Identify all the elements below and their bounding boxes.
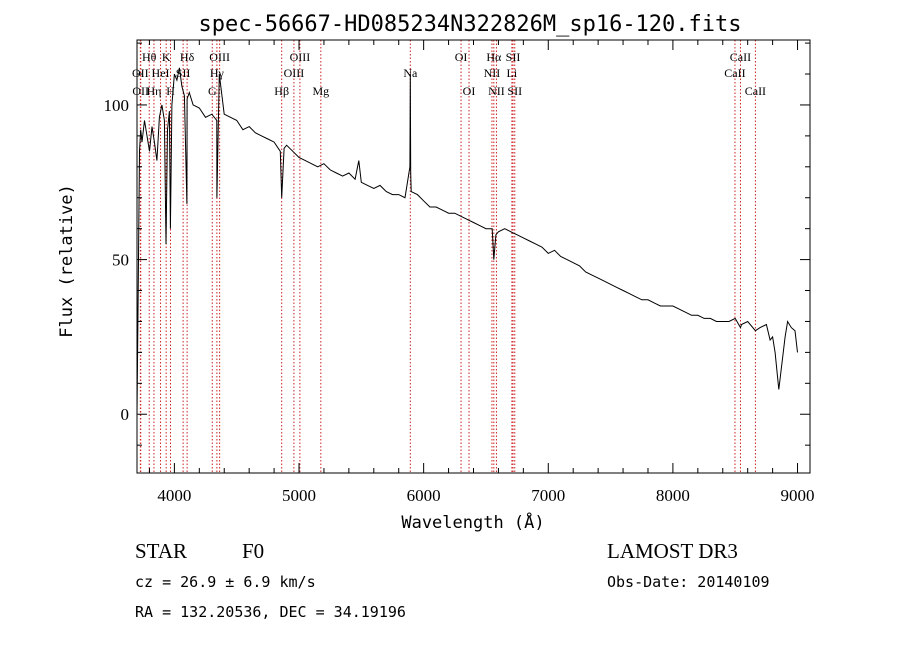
plot-frame — [136, 39, 811, 474]
line-label: Hδ — [180, 50, 195, 64]
object-class: STAR — [135, 539, 187, 563]
line-label: Hβ — [274, 84, 289, 98]
line-label: HeI — [152, 66, 170, 80]
line-label: Mg — [312, 84, 329, 98]
line-label: CaII — [724, 66, 745, 80]
line-label: SII — [506, 50, 521, 64]
emission-line-markers — [139, 40, 756, 473]
y-tick-label: 50 — [112, 251, 129, 270]
line-label: Na — [403, 66, 418, 80]
line-label: Hα — [486, 50, 502, 64]
line-label: Hθ — [142, 50, 157, 64]
x-tick-label: 7000 — [531, 486, 565, 505]
line-label: Li — [507, 66, 518, 80]
x-tick-label: 4000 — [157, 486, 191, 505]
line-label: OIII — [290, 50, 311, 64]
line-label: OII — [132, 66, 149, 80]
line-label: H — [166, 84, 175, 98]
x-tick-label: 9000 — [781, 486, 815, 505]
survey-name: LAMOST DR3 — [607, 539, 738, 563]
line-label: G — [208, 84, 217, 98]
x-tick-label: 6000 — [407, 486, 441, 505]
y-axis-ticks: 0 50 100 — [104, 42, 810, 446]
spectrum-line — [136, 67, 798, 415]
line-label: OIII — [209, 50, 230, 64]
y-axis-label: Flux (relative) — [57, 184, 77, 338]
line-label: CaII — [745, 84, 766, 98]
chart-title: spec-56667-HD085234N322826M_sp16-120.fit… — [198, 12, 741, 37]
object-subclass: F0 — [242, 539, 265, 563]
redshift-value: cz = 26.9 ± 6.9 km/s — [135, 573, 316, 591]
line-label: Hη — [146, 84, 161, 98]
x-tick-label: 5000 — [282, 486, 316, 505]
line-label: Hγ — [210, 66, 225, 80]
x-axis-label: Wavelength (Å) — [401, 511, 544, 533]
x-axis-ticks: 4000 5000 6000 7000 8000 9000 — [148, 40, 815, 505]
observation-date: Obs-Date: 20140109 — [607, 573, 770, 591]
line-label: OI — [455, 50, 468, 64]
y-tick-label: 100 — [104, 96, 130, 115]
line-label: SII — [507, 84, 522, 98]
line-label: K — [162, 50, 171, 64]
coordinates: RA = 132.20536, DEC = 34.19196 — [135, 603, 406, 621]
y-tick-label: 0 — [121, 405, 130, 424]
x-tick-label: 8000 — [656, 486, 690, 505]
line-label: NII — [484, 66, 501, 80]
line-label: OI — [463, 84, 476, 98]
line-label: NII — [488, 84, 505, 98]
line-label: CaII — [730, 50, 751, 64]
line-label: OIII — [284, 66, 305, 80]
